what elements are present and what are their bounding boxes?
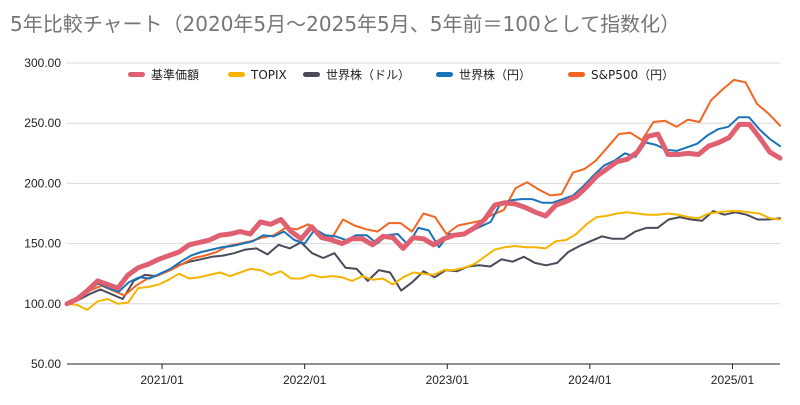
series-line [66,210,781,305]
y-tick-label: 200.00 [24,176,61,190]
x-tick-label: 2024/01 [568,373,612,387]
x-tick-label: 2025/01 [711,373,755,387]
y-tick-label: 50.00 [31,357,61,371]
legend-label: 世界株（円） [459,67,531,82]
chart-title: 5年比較チャート（2020年5月〜2025年5月、5年前＝100として指数化） [10,12,681,36]
axis-labels: 50.00 100.00 150.00 200.00 250.00 300.00 2021/… [24,56,754,387]
y-tick-label: 250.00 [24,116,61,130]
x-tick-label: 2023/01 [426,373,470,387]
series-line [66,78,781,305]
gridlines [67,62,780,365]
legend-label: 基準価額 [151,67,199,82]
series-lines [64,78,783,311]
legend-swatch [228,72,245,77]
x-tick-label: 2022/01 [283,373,327,387]
legend-swatch [436,72,453,77]
legend-label: S&P500（円） [591,68,674,82]
x-tick-label: 2021/01 [140,373,184,387]
legend-swatch [128,72,145,77]
y-tick-label: 300.00 [24,56,61,70]
series-line [64,121,783,307]
y-tick-label: 100.00 [24,297,61,311]
legend-swatch [303,72,320,77]
legend-swatch [568,72,585,77]
legend: 基準価額 TOPIX 世界株（ドル） 世界株（円） S&P500（円） [128,67,674,82]
series-line [66,210,781,311]
series-line [66,116,781,305]
legend-label: TOPIX [250,68,287,82]
y-tick-label: 150.00 [24,237,61,251]
legend-label: 世界株（ドル） [326,67,410,82]
